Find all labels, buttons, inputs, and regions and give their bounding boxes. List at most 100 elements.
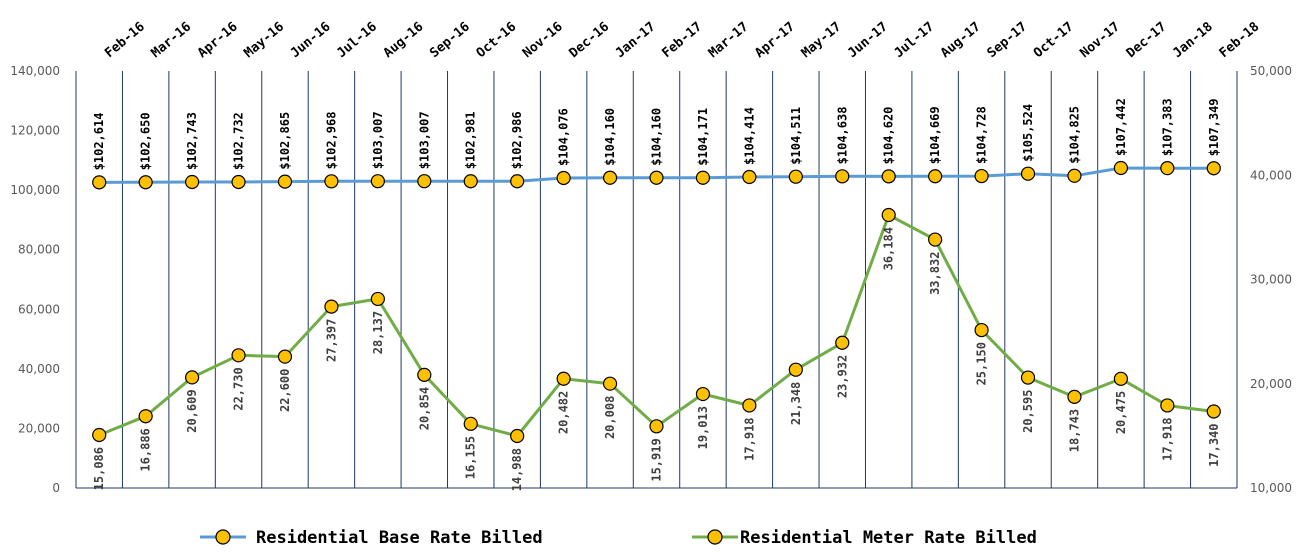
x-tick-label: Apr-17 bbox=[752, 19, 798, 61]
data-point bbox=[649, 170, 664, 185]
data-label: $102,650 bbox=[139, 112, 153, 170]
data-point bbox=[510, 428, 525, 444]
data-point bbox=[602, 376, 618, 391]
legend-marker-meter bbox=[707, 529, 723, 545]
data-label: $104,171 bbox=[696, 108, 710, 166]
x-tick-label: Jun-16 bbox=[288, 19, 334, 61]
data-label: $107,349 bbox=[1207, 98, 1221, 156]
data-label: 16,155 bbox=[464, 436, 478, 479]
x-tick-label: Aug-16 bbox=[381, 19, 427, 61]
data-point bbox=[370, 291, 385, 307]
x-tick-label: Dec-16 bbox=[567, 19, 613, 61]
data-point bbox=[835, 335, 850, 350]
data-label: 33,832 bbox=[928, 252, 942, 295]
y-left-tick-label: 100,000 bbox=[10, 183, 60, 197]
legend-label-meter: Residential Meter Rate Billed bbox=[740, 528, 1037, 548]
data-point bbox=[835, 169, 850, 184]
data-label: $102,981 bbox=[464, 111, 478, 169]
data-label: $102,743 bbox=[185, 112, 199, 170]
data-point bbox=[231, 348, 246, 363]
data-label: 36,184 bbox=[882, 227, 896, 270]
data-label: $107,383 bbox=[1160, 98, 1174, 156]
data-label: $102,865 bbox=[278, 112, 292, 170]
legend-item-base: Residential Base Rate Billed bbox=[200, 528, 543, 548]
data-point bbox=[928, 232, 943, 247]
series-base-rate: $102,614 $102,650 $102,743 $102,732 $102,865… bbox=[92, 98, 1221, 190]
data-label: 21,348 bbox=[789, 382, 803, 425]
data-point bbox=[138, 409, 153, 424]
data-label: 20,595 bbox=[1021, 390, 1035, 433]
data-label: 22,600 bbox=[278, 369, 292, 412]
data-point bbox=[742, 169, 757, 185]
data-point bbox=[1113, 371, 1129, 386]
y-left-tick-label: 0 bbox=[52, 481, 60, 495]
y-left-tick-label: 80,000 bbox=[18, 243, 60, 257]
data-point bbox=[138, 175, 153, 190]
data-label: $104,825 bbox=[1067, 106, 1081, 164]
data-label: $105,524 bbox=[1021, 104, 1035, 162]
data-label: $103,007 bbox=[371, 111, 385, 169]
x-tick-label: Nov-17 bbox=[1077, 19, 1123, 61]
data-label: 17,918 bbox=[1160, 417, 1174, 460]
legend: Residential Base Rate Billed Residential… bbox=[200, 528, 1037, 548]
data-point bbox=[1067, 389, 1082, 404]
data-point bbox=[277, 174, 293, 189]
x-tick-label: Jul-16 bbox=[334, 19, 380, 61]
data-point bbox=[370, 174, 385, 189]
data-point bbox=[974, 168, 989, 184]
data-point bbox=[92, 427, 107, 443]
y-right-tick-label: 40,000 bbox=[1250, 168, 1292, 182]
data-label: 15,086 bbox=[92, 447, 106, 490]
data-point bbox=[1067, 168, 1082, 183]
data-label: 20,854 bbox=[417, 387, 431, 430]
data-label: $104,728 bbox=[975, 106, 989, 164]
y-right-tick-label: 50,000 bbox=[1250, 64, 1292, 78]
legend-item-meter: Residential Meter Rate Billed bbox=[692, 528, 1037, 548]
data-point bbox=[231, 174, 246, 190]
data-point bbox=[1020, 370, 1036, 385]
data-label: $104,620 bbox=[882, 107, 896, 165]
data-label: 20,609 bbox=[185, 389, 199, 432]
x-tick-label: Mar-16 bbox=[149, 19, 195, 61]
data-point bbox=[1206, 404, 1221, 419]
x-tick-label: Nov-16 bbox=[520, 19, 566, 61]
data-point bbox=[788, 362, 803, 377]
x-tick-label: Oct-16 bbox=[474, 19, 520, 61]
data-label: $104,414 bbox=[742, 107, 756, 165]
x-tick-label: Jan-17 bbox=[613, 19, 659, 61]
x-tick-label: Sep-17 bbox=[985, 19, 1031, 61]
data-label: $104,669 bbox=[928, 106, 942, 164]
data-label: $104,160 bbox=[603, 108, 617, 166]
x-tick-label: Feb-16 bbox=[102, 19, 148, 61]
data-point bbox=[742, 398, 757, 413]
data-point bbox=[602, 170, 618, 185]
x-tick-label: Sep-16 bbox=[427, 19, 473, 61]
data-point bbox=[695, 386, 711, 402]
x-tick-label: May-16 bbox=[241, 19, 287, 61]
y-right-tick-label: 10,000 bbox=[1250, 481, 1292, 495]
y-left-tick-label: 60,000 bbox=[18, 302, 60, 316]
data-label: 27,397 bbox=[324, 319, 338, 362]
data-label: 16,886 bbox=[139, 428, 153, 471]
x-tick-label: Jun-17 bbox=[845, 19, 891, 61]
data-point bbox=[277, 349, 293, 364]
data-point bbox=[1113, 160, 1129, 176]
x-tick-label: Aug-17 bbox=[938, 19, 984, 61]
data-label: $102,614 bbox=[92, 113, 106, 171]
data-label: $102,986 bbox=[510, 111, 524, 169]
data-label: 20,008 bbox=[603, 396, 617, 439]
x-tick-label: Dec-17 bbox=[1124, 19, 1170, 61]
data-label: $104,160 bbox=[650, 108, 664, 166]
data-point bbox=[92, 175, 107, 190]
data-label: $104,076 bbox=[557, 108, 571, 166]
data-point bbox=[649, 419, 664, 434]
data-label: 22,730 bbox=[232, 367, 246, 410]
data-label: 18,743 bbox=[1067, 409, 1081, 452]
x-tick-label: Jul-17 bbox=[892, 19, 938, 61]
data-label: $104,511 bbox=[789, 107, 803, 165]
data-point bbox=[185, 174, 200, 190]
data-point bbox=[695, 170, 711, 185]
data-label: 15,919 bbox=[650, 438, 664, 481]
series-meter-rate: 15,086 16,886 20,609 22,730 22,600 27,397 28,1… bbox=[92, 207, 1221, 491]
x-tick-label: Oct-17 bbox=[1031, 19, 1077, 61]
